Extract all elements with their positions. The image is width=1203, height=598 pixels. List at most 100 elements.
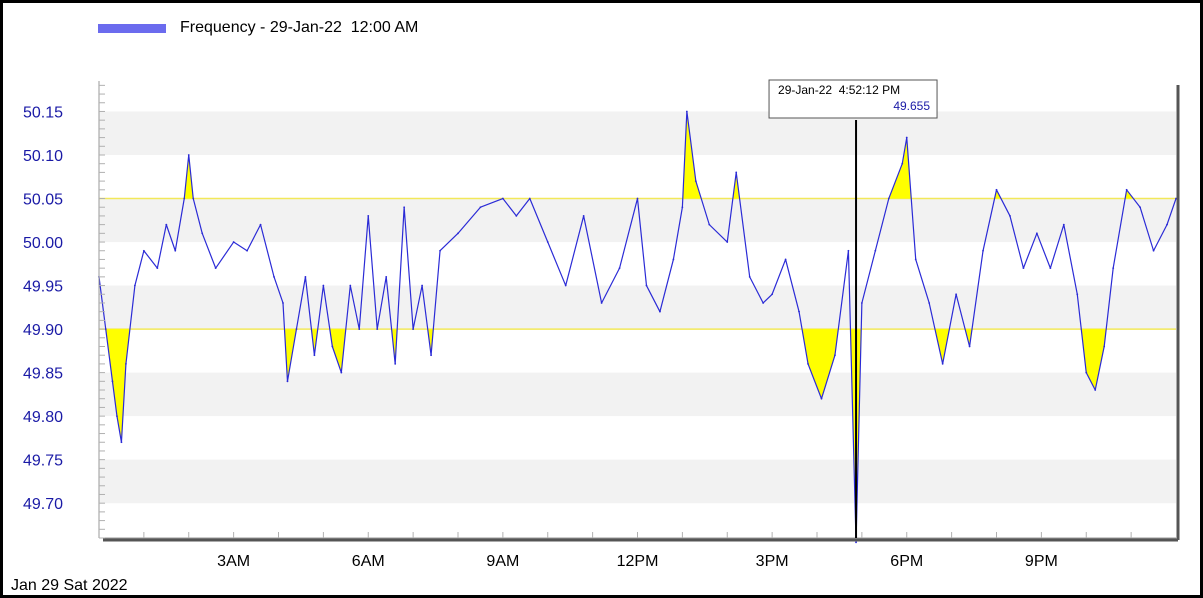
data-point — [1094, 389, 1097, 391]
data-point — [340, 371, 343, 374]
data-point — [457, 232, 459, 235]
data-point — [1139, 206, 1141, 209]
x-tick-label: 3PM — [756, 553, 789, 570]
y-tick-label: 50.10 — [23, 148, 63, 165]
data-point — [515, 215, 518, 217]
data-point — [1152, 249, 1155, 252]
y-tick-label: 49.70 — [23, 496, 63, 513]
data-point — [282, 302, 284, 304]
data-point — [798, 310, 800, 313]
data-point — [165, 223, 168, 226]
data-point — [1112, 267, 1115, 270]
data-point — [183, 197, 186, 200]
data-point — [807, 363, 809, 365]
data-point — [116, 415, 118, 418]
data-point — [820, 397, 823, 400]
data-point — [187, 154, 190, 156]
y-tick-label: 49.85 — [23, 366, 63, 383]
data-point — [430, 354, 432, 357]
data-point — [928, 302, 931, 304]
legend-label: Frequency - 29-Jan-22 12:00 AM — [180, 19, 419, 36]
data-point — [914, 258, 917, 261]
data-point — [528, 197, 531, 200]
data-point — [618, 267, 621, 270]
y-tick-label: 50.15 — [23, 104, 63, 121]
data-point — [784, 258, 787, 261]
legend-swatch — [98, 23, 166, 33]
data-point — [860, 302, 863, 304]
y-tick-label: 49.95 — [23, 279, 63, 296]
data-point — [385, 275, 388, 278]
data-point — [685, 110, 688, 113]
data-point — [142, 249, 145, 252]
y-tick-label: 50.05 — [23, 192, 63, 209]
data-point — [421, 284, 423, 287]
data-point — [901, 162, 904, 165]
data-point — [111, 380, 114, 383]
grid-band — [99, 285, 1176, 330]
data-point — [672, 258, 675, 261]
data-point — [905, 136, 908, 139]
data-point — [394, 363, 397, 365]
data-point — [201, 232, 204, 235]
data-point — [834, 354, 836, 357]
data-point — [156, 267, 159, 270]
data-point — [735, 171, 738, 174]
cursor-layer: 29-Jan-22 4:52:12 PM 49.655 — [768, 79, 938, 538]
x-tick-label: 3AM — [217, 553, 250, 570]
x-tick-labels: 3AM 6AM 9AM 12PM 3PM 6PM 9PM — [217, 553, 1058, 570]
frequency-chart[interactable]: 49.70 49.75 49.80 49.85 49.90 49.95 50.00 50.05… — [3, 3, 1200, 595]
data-point — [125, 363, 127, 365]
x-tick-label: 12PM — [617, 553, 659, 570]
data-point — [286, 380, 289, 383]
legend: Frequency - 29-Jan-22 12:00 AM — [98, 19, 418, 37]
data-point — [955, 293, 958, 296]
data-point — [546, 241, 549, 243]
data-point — [331, 345, 334, 348]
data-point — [313, 354, 316, 357]
data-point — [501, 197, 504, 200]
data-point — [439, 249, 441, 252]
data-point — [564, 284, 567, 287]
data-point — [982, 249, 984, 252]
tooltip-time: 29-Jan-22 4:52:12 PM — [778, 83, 900, 97]
data-point — [726, 241, 729, 243]
data-point — [134, 284, 136, 287]
data-point — [1076, 293, 1079, 296]
data-point — [847, 249, 850, 252]
data-point — [1103, 345, 1106, 348]
grid-band — [99, 111, 1176, 155]
data-point — [1035, 232, 1038, 235]
data-point — [1166, 223, 1168, 226]
x-tick-label: 6AM — [352, 553, 385, 570]
data-point — [1022, 267, 1025, 270]
data-point — [600, 302, 603, 304]
y-tick-labels: 49.70 49.75 49.80 49.85 49.90 49.95 50.00 50.05… — [23, 104, 63, 513]
y-tick-label: 49.75 — [23, 453, 63, 470]
data-point — [120, 441, 123, 444]
grid-band — [99, 198, 1176, 243]
x-tick-label: 9PM — [1025, 553, 1058, 570]
series-line — [98, 110, 1177, 543]
data-point — [174, 249, 177, 252]
data-point — [259, 223, 262, 226]
y-tick-label: 49.90 — [23, 322, 63, 339]
data-point — [232, 241, 235, 243]
data-point — [246, 249, 248, 252]
data-point — [708, 223, 711, 226]
data-point — [104, 328, 107, 330]
data-point — [887, 197, 890, 200]
data-point — [376, 328, 379, 330]
data-point — [995, 188, 998, 191]
data-point — [1062, 223, 1065, 226]
data-point — [214, 267, 217, 270]
data-point — [295, 328, 298, 330]
data-point — [367, 215, 370, 217]
x-tick-label: 9AM — [486, 553, 519, 570]
data-point — [1175, 197, 1177, 200]
data-point — [1009, 215, 1011, 217]
grid-band — [99, 372, 1176, 417]
data-point — [349, 284, 352, 287]
data-point — [968, 345, 971, 348]
